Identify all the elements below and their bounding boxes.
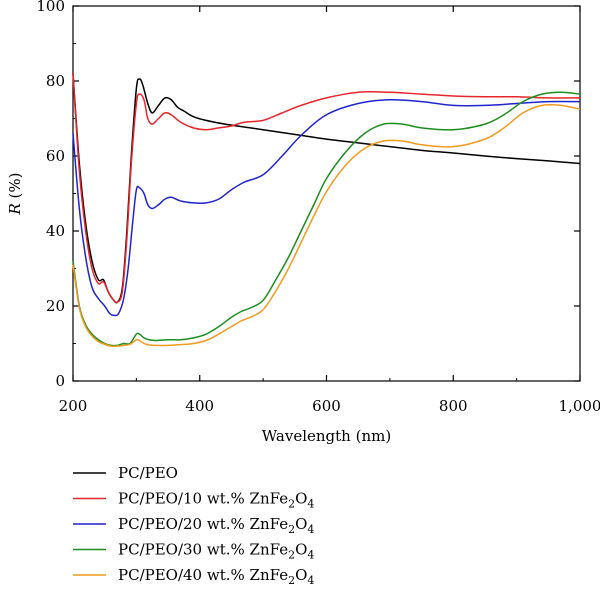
legend-label: PC/PEO/20 wt.% ZnFe2O4 xyxy=(118,515,314,536)
series-line-2 xyxy=(72,73,581,304)
legend-label: PC/PEO/10 wt.% ZnFe2O4 xyxy=(118,490,314,511)
x-tick-label: 400 xyxy=(185,397,214,415)
series-line-4 xyxy=(72,91,581,347)
x-tick-label: 800 xyxy=(439,397,468,415)
legend-entry-1: PC/PEO xyxy=(73,464,178,482)
y-tick-label: 60 xyxy=(46,147,65,165)
x-tick-label: 1,000 xyxy=(559,397,600,415)
legend-entry-3: PC/PEO/20 wt.% ZnFe2O4 xyxy=(73,515,314,536)
legend-label: PC/PEO xyxy=(118,464,178,482)
y-tick-label: 20 xyxy=(46,297,65,315)
legend-entry-2: PC/PEO/10 wt.% ZnFe2O4 xyxy=(73,490,314,511)
axes: 200 400 600 800 1,000 0 20 40 60 80 100 Wavelength … xyxy=(6,0,600,445)
series-line-5 xyxy=(72,103,581,348)
legend-entry-4: PC/PEO/30 wt.% ZnFe2O4 xyxy=(73,541,314,562)
series-line-3 xyxy=(72,98,581,317)
x-tick-label: 200 xyxy=(59,397,88,415)
y-axis-title-symbol: R xyxy=(6,203,24,215)
legend-entry-5: PC/PEO/40 wt.% ZnFe2O4 xyxy=(73,566,314,587)
legend: PC/PEO PC/PEO/10 wt.% ZnFe2O4 PC/PEO/20 wt… xyxy=(73,464,314,587)
legend-label: PC/PEO/40 wt.% ZnFe2O4 xyxy=(118,566,314,587)
y-axis-title: R (%) xyxy=(6,172,24,215)
x-tick-label: 600 xyxy=(312,397,341,415)
y-axis-title-unit: (%) xyxy=(6,172,24,203)
y-tick-label: 80 xyxy=(46,72,65,90)
y-tick-label: 100 xyxy=(36,0,65,15)
y-tick-label: 40 xyxy=(46,222,65,240)
series-line-1 xyxy=(72,73,581,304)
x-axis-title: Wavelength (nm) xyxy=(262,427,391,445)
plot-frame xyxy=(72,5,581,382)
y-tick-label: 0 xyxy=(55,372,65,390)
legend-label: PC/PEO/30 wt.% ZnFe2O4 xyxy=(118,541,314,562)
series-layer xyxy=(72,73,581,348)
